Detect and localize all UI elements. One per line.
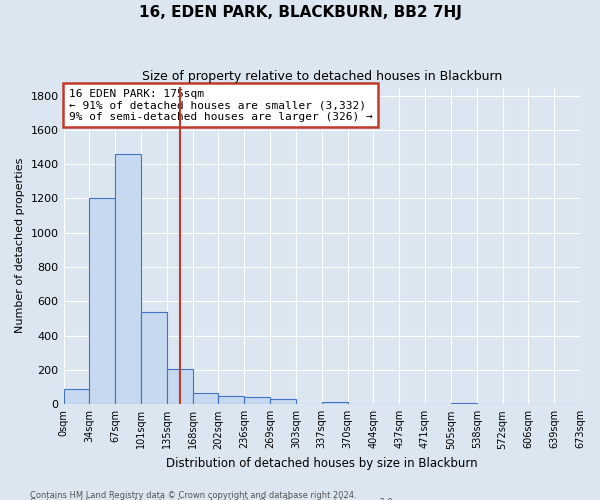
Bar <box>115 154 141 405</box>
Text: 16, EDEN PARK, BLACKBURN, BB2 7HJ: 16, EDEN PARK, BLACKBURN, BB2 7HJ <box>139 5 461 20</box>
Bar <box>322 402 347 404</box>
Bar <box>218 396 244 404</box>
Bar <box>244 398 270 404</box>
Text: 16 EDEN PARK: 175sqm
← 91% of detached houses are smaller (3,332)
9% of semi-det: 16 EDEN PARK: 175sqm ← 91% of detached h… <box>69 88 373 122</box>
Bar <box>89 198 115 404</box>
Text: Contains public sector information licensed under the Open Government Licence v3: Contains public sector information licen… <box>30 498 395 500</box>
Title: Size of property relative to detached houses in Blackburn: Size of property relative to detached ho… <box>142 70 502 83</box>
Y-axis label: Number of detached properties: Number of detached properties <box>15 158 25 334</box>
Bar <box>451 402 477 404</box>
X-axis label: Distribution of detached houses by size in Blackburn: Distribution of detached houses by size … <box>166 457 478 470</box>
Bar <box>167 369 193 404</box>
Bar <box>193 393 218 404</box>
Bar <box>141 312 167 404</box>
Bar <box>64 389 89 404</box>
Text: Contains HM Land Registry data © Crown copyright and database right 2024.: Contains HM Land Registry data © Crown c… <box>30 490 356 500</box>
Bar <box>270 399 296 404</box>
